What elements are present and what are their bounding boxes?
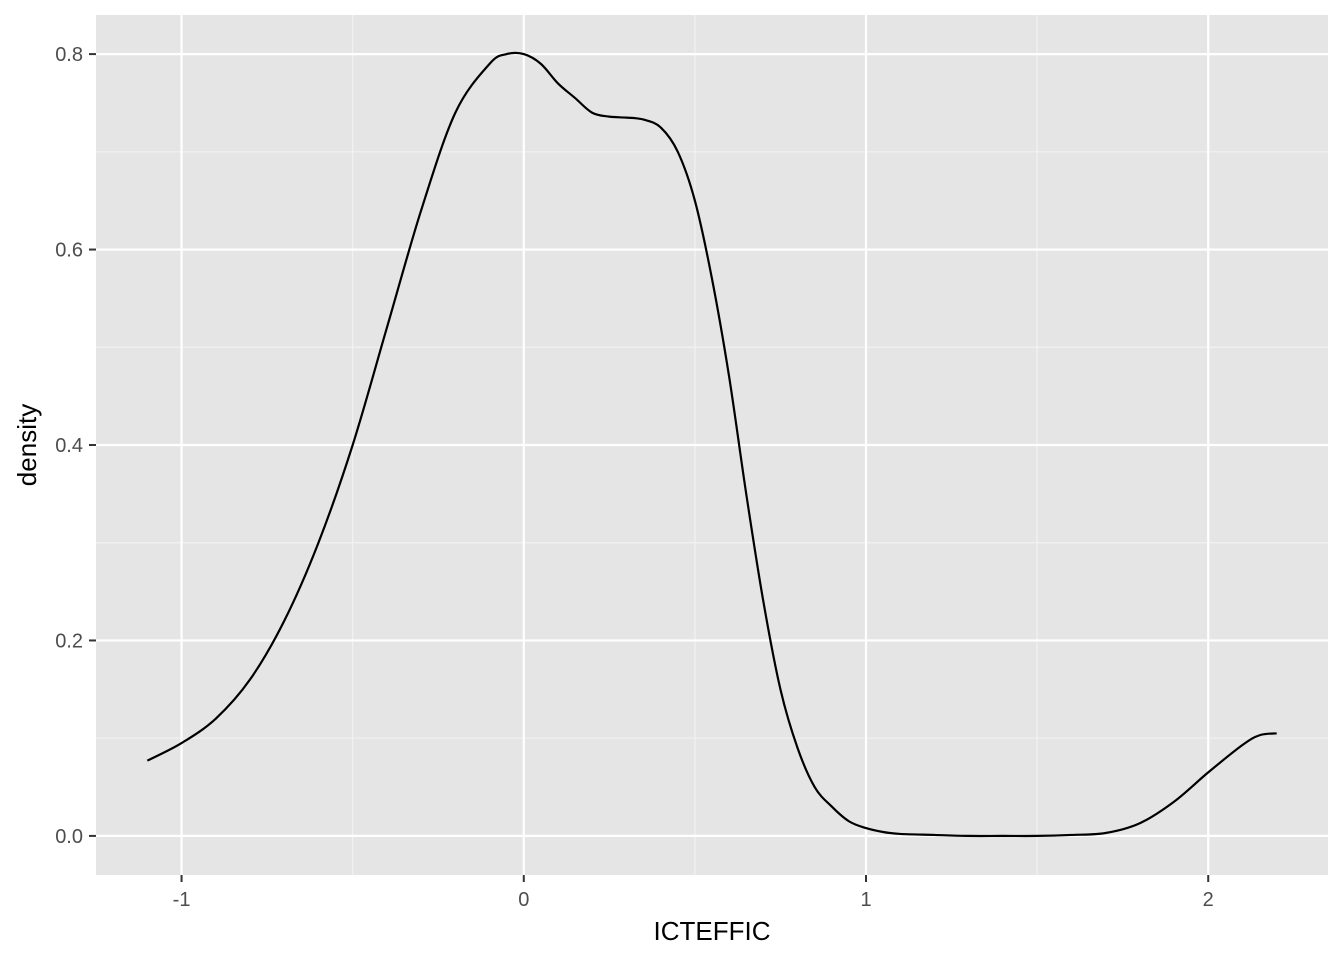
y-tick-label: 0.2 <box>55 630 83 652</box>
grid-major-lines <box>96 15 1328 875</box>
axis-ticks <box>89 53 1210 882</box>
series-layer <box>146 51 1277 838</box>
x-tick-label: 2 <box>1203 889 1214 911</box>
y-tick-label: 0.4 <box>55 435 83 457</box>
x-axis-title: ICTEFFIC <box>654 916 771 946</box>
x-tick-label: 0 <box>518 889 529 911</box>
y-axis-title: density <box>12 404 42 486</box>
x-tick-label: 1 <box>860 889 871 911</box>
x-tick-label: -1 <box>173 889 191 911</box>
tick-labels: -1 0 1 2 0.0 0.2 0.4 0.6 0.8 <box>55 44 1214 911</box>
y-tick-label: 0.6 <box>55 240 83 262</box>
y-tick-label: 0.8 <box>55 44 83 66</box>
density-curve <box>146 51 1277 838</box>
y-tick-label: 0.0 <box>55 826 83 848</box>
